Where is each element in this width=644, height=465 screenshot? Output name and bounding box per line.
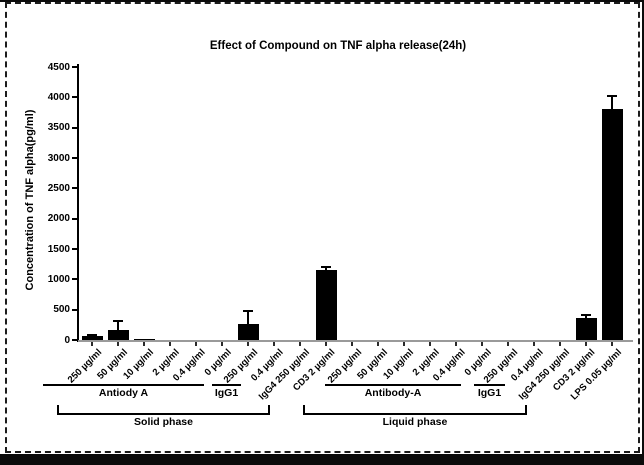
x-tick-mark <box>455 342 457 346</box>
x-tick-mark <box>143 342 145 346</box>
group-label: IgG1 <box>214 387 239 399</box>
y-tick-label: 4000 <box>47 91 70 103</box>
error-bar-cap <box>607 94 617 97</box>
error-bar-cap <box>113 319 123 322</box>
frame-bottom-edge <box>0 454 644 465</box>
phase-label: Liquid phase <box>382 416 448 428</box>
x-tick-mark <box>481 342 483 346</box>
chart-title: Effect of Compound on TNF alpha release(… <box>209 40 467 52</box>
data-bar <box>575 317 597 340</box>
y-tick-mark <box>72 126 78 129</box>
group-label: Antibody-A <box>364 387 422 399</box>
phase-bracket <box>57 405 270 415</box>
x-tick-mark <box>299 342 301 346</box>
x-tick-mark <box>611 342 613 346</box>
error-bar-stem <box>585 315 587 318</box>
y-tick-label: 2000 <box>47 213 70 225</box>
data-bar <box>315 270 337 340</box>
y-tick-label: 3500 <box>47 122 70 134</box>
x-tick-label: 250 µg/ml <box>65 347 104 386</box>
y-tick-label: 1500 <box>47 243 70 255</box>
group-label: IgG1 <box>477 387 502 399</box>
x-tick-mark <box>325 342 327 346</box>
phase-bracket <box>303 405 527 415</box>
y-tick-mark <box>72 217 78 220</box>
y-tick-mark <box>72 157 78 159</box>
x-tick-mark <box>273 342 275 346</box>
error-bar-cap <box>581 314 591 317</box>
data-bar <box>81 336 103 340</box>
y-tick-label: 3000 <box>47 152 70 164</box>
data-bar <box>133 339 155 340</box>
x-tick-mark <box>221 342 223 346</box>
group-underline <box>474 384 505 386</box>
y-tick-mark <box>72 248 78 250</box>
x-axis-baseline <box>78 340 633 342</box>
y-tick-label: 0 <box>64 334 70 346</box>
error-bar-cap <box>321 266 331 269</box>
y-axis-line <box>77 64 79 342</box>
group-underline <box>43 384 204 386</box>
y-tick-mark <box>72 187 78 190</box>
error-bar-stem <box>117 320 119 330</box>
phase-label: Solid phase <box>134 416 193 428</box>
data-bar <box>601 109 623 340</box>
data-bar <box>237 323 259 340</box>
error-bar-cap <box>87 333 97 336</box>
x-tick-mark <box>195 342 197 346</box>
x-tick-mark <box>585 342 587 346</box>
x-tick-mark <box>429 342 431 346</box>
y-tick-mark <box>72 96 78 99</box>
y-tick-label: 4500 <box>47 61 70 73</box>
y-axis-label: Concentration of TNF alpha(pg/ml) <box>24 109 36 291</box>
y-tick-label: 2500 <box>47 182 70 194</box>
group-underline <box>212 384 241 386</box>
error-bar-stem <box>611 95 613 110</box>
x-tick-mark <box>533 342 535 346</box>
y-tick-label: 1000 <box>47 273 70 285</box>
y-tick-mark <box>72 66 78 68</box>
x-tick-mark <box>351 342 353 346</box>
frame-top-edge <box>0 0 644 2</box>
group-label: Antiody A <box>98 387 149 399</box>
frame-right-edge <box>642 0 644 465</box>
x-tick-mark <box>169 342 171 346</box>
data-bar <box>107 329 129 340</box>
x-tick-mark <box>559 342 561 346</box>
error-bar-cap <box>243 310 253 313</box>
x-tick-mark <box>91 342 93 346</box>
x-tick-mark <box>377 342 379 346</box>
y-tick-mark <box>72 339 78 341</box>
x-tick-mark <box>507 342 509 346</box>
error-bar-stem <box>247 311 249 324</box>
error-bar-stem <box>325 267 327 271</box>
y-tick-mark <box>72 308 78 311</box>
y-tick-label: 500 <box>53 304 70 316</box>
group-underline <box>325 384 461 386</box>
x-tick-mark <box>403 342 405 346</box>
x-tick-mark <box>247 342 249 346</box>
x-tick-mark <box>117 342 119 346</box>
y-tick-mark <box>72 278 78 281</box>
